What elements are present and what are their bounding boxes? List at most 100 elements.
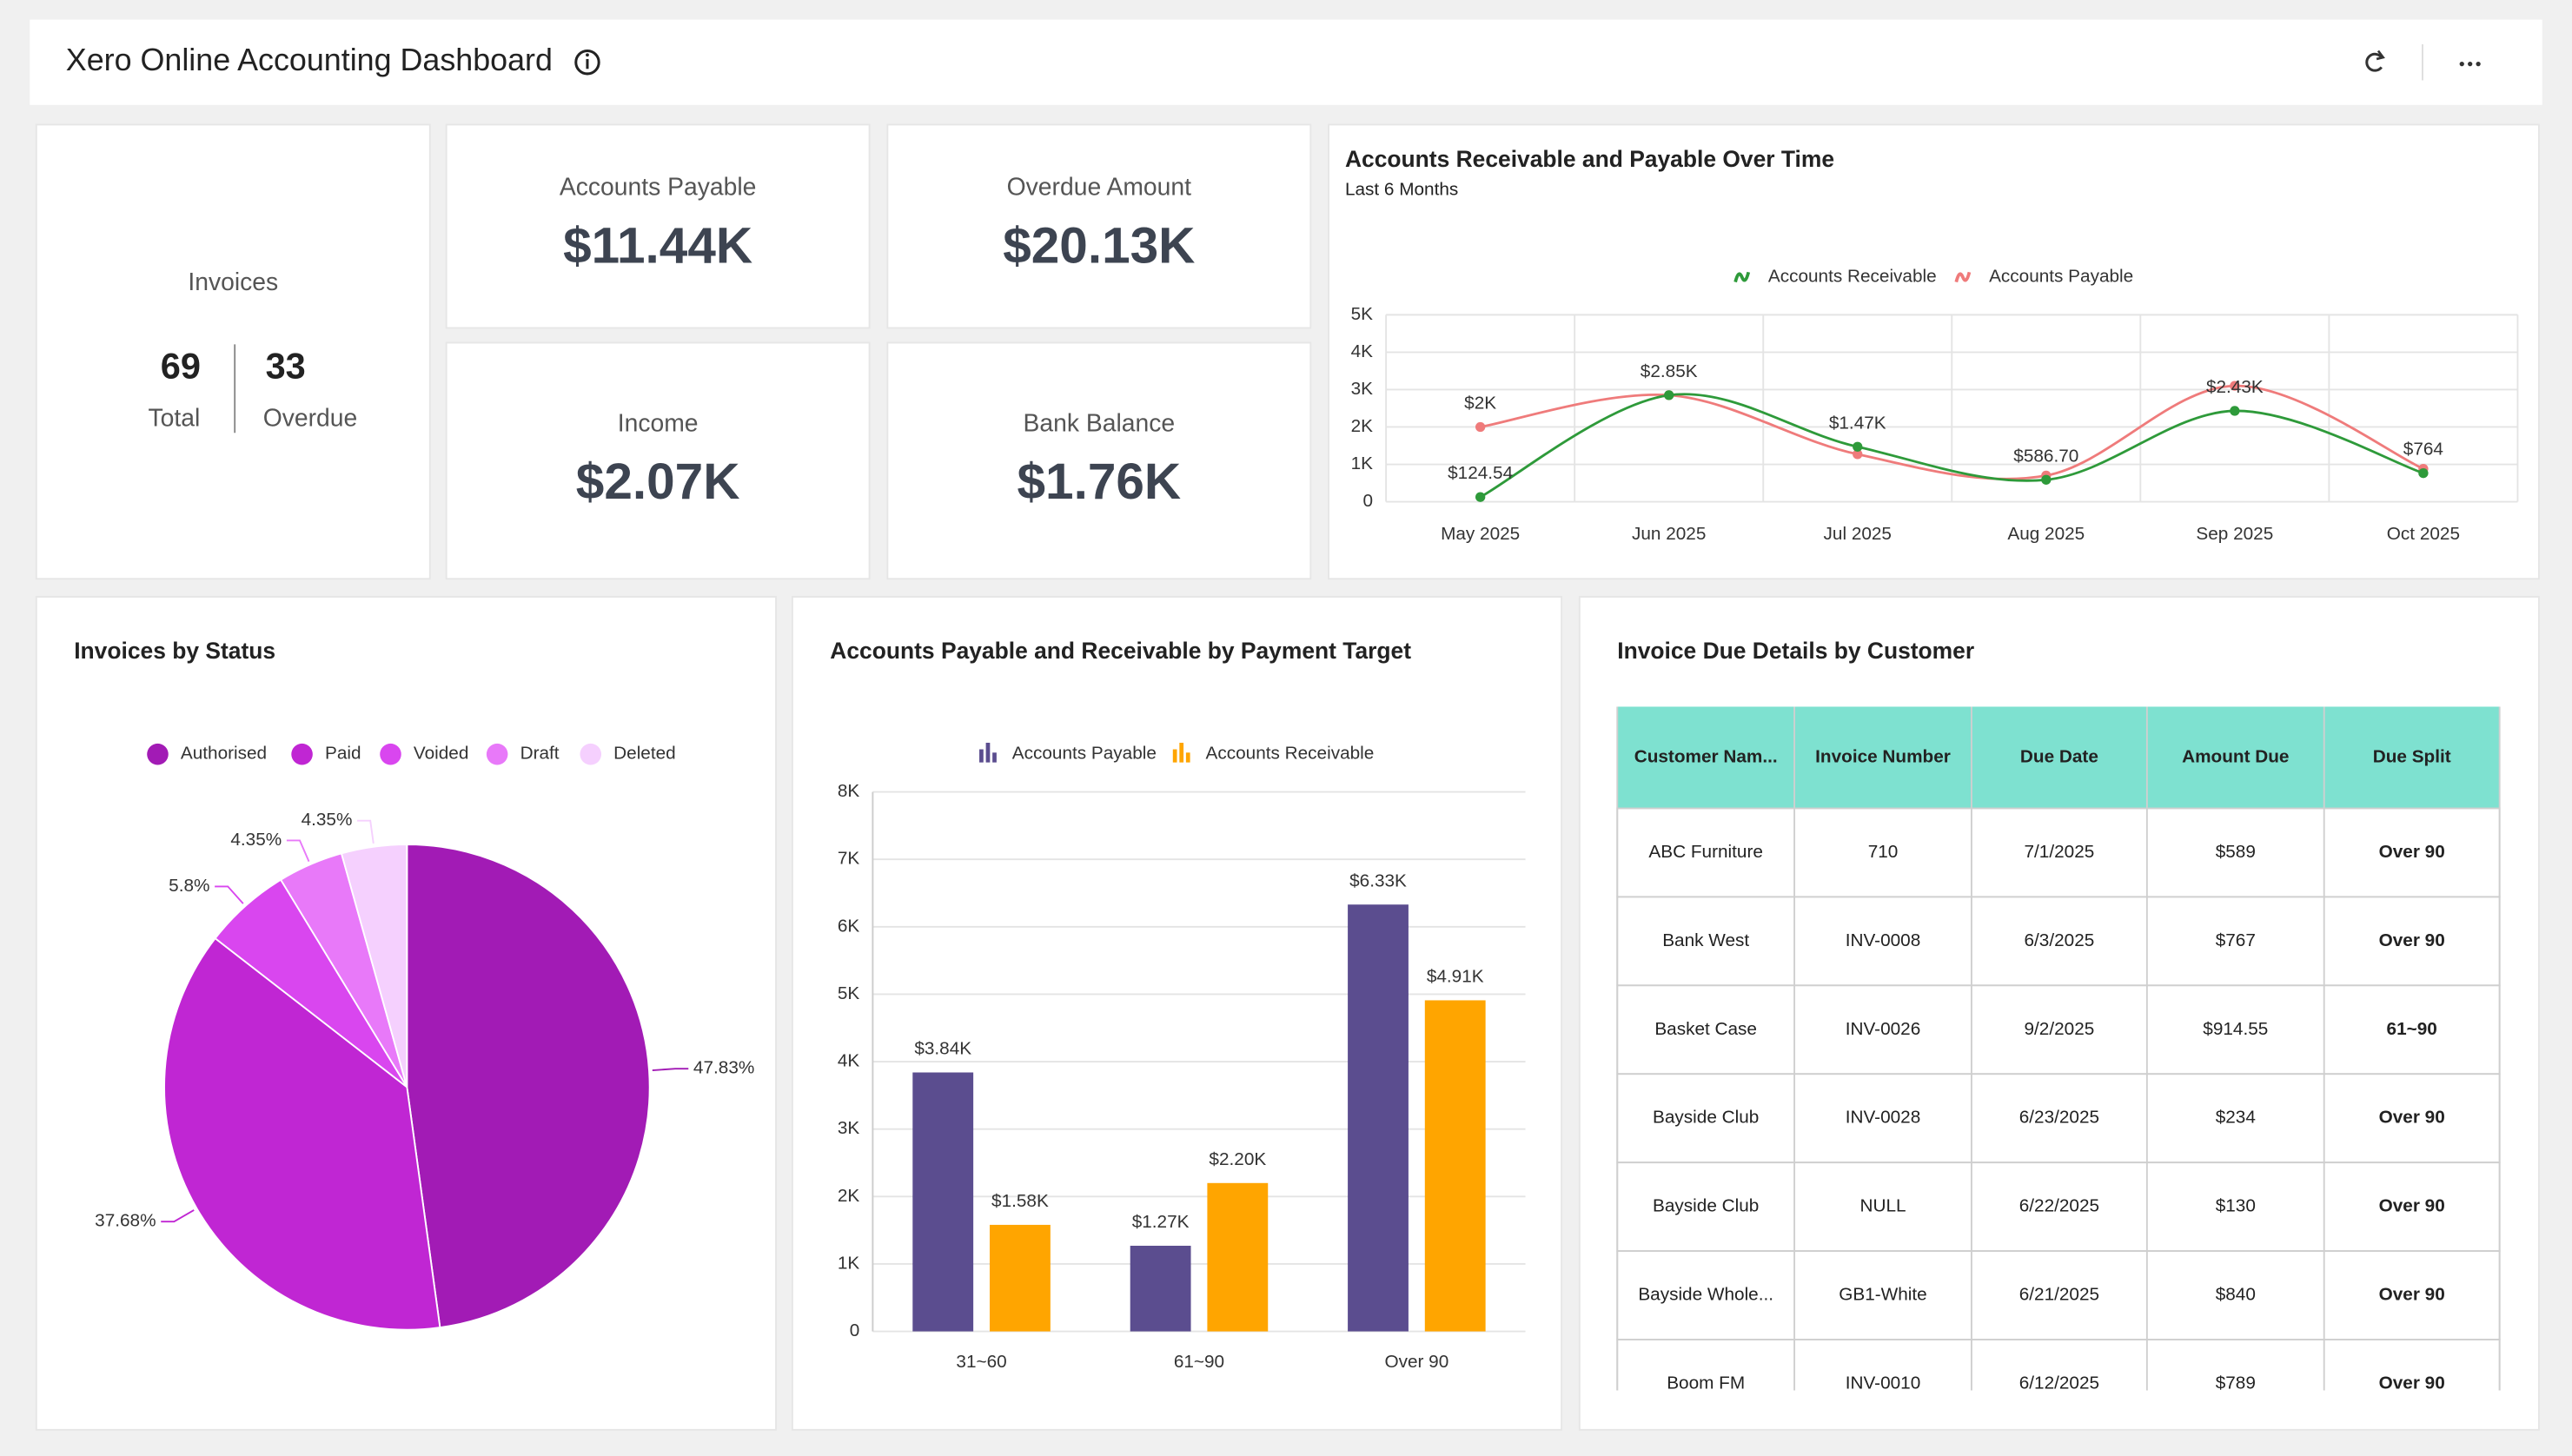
bar bbox=[990, 1224, 1051, 1332]
table-cell: ABC Furniture bbox=[1648, 842, 1762, 862]
kpi-card bbox=[445, 341, 871, 580]
refresh-button[interactable] bbox=[2365, 50, 2385, 72]
pie-slice bbox=[340, 844, 408, 1088]
legend-icon bbox=[580, 743, 602, 765]
table-cell: Over 90 bbox=[2379, 842, 2445, 862]
y-tick-label: 1K bbox=[838, 1253, 860, 1273]
legend-icon bbox=[985, 742, 991, 763]
kpi-label: Accounts Payable bbox=[560, 173, 757, 201]
data-label: 5.8% bbox=[169, 876, 209, 896]
column-header: Invoice Number bbox=[1815, 746, 1951, 766]
table-cell: INV-0028 bbox=[1846, 1108, 1921, 1128]
data-label: $764 bbox=[2403, 440, 2443, 460]
kpi-value: $1.76K bbox=[1018, 453, 1182, 510]
table-cell: $589 bbox=[2216, 842, 2256, 862]
table-cell: $914.55 bbox=[2203, 1019, 2268, 1039]
data-label: $1.27K bbox=[1132, 1212, 1190, 1232]
y-tick-label: 8K bbox=[838, 781, 860, 801]
legend-label: Draft bbox=[520, 744, 560, 764]
table-cell: 6/12/2025 bbox=[2019, 1373, 2099, 1393]
y-tick-label: 7K bbox=[838, 849, 860, 869]
kpi-label: Overdue Amount bbox=[1007, 173, 1191, 201]
x-tick-label: May 2025 bbox=[1441, 524, 1520, 544]
table-title: Invoice Due Details by Customer bbox=[1617, 638, 1974, 664]
data-label: 4.35% bbox=[302, 810, 353, 830]
table-cell: Bayside Club bbox=[1653, 1196, 1759, 1216]
leader-line bbox=[215, 885, 244, 904]
data-label: $1.47K bbox=[1829, 413, 1886, 433]
leader-line bbox=[357, 819, 375, 844]
line bbox=[1480, 384, 2424, 480]
legend-icon bbox=[979, 749, 984, 763]
invoices-card bbox=[35, 123, 431, 580]
table-row bbox=[1616, 984, 2501, 1075]
table-cell: NULL bbox=[1859, 1196, 1906, 1216]
more-button[interactable] bbox=[2459, 61, 2481, 67]
invoices-overdue: 33 bbox=[266, 346, 306, 387]
table-cell: $234 bbox=[2216, 1108, 2256, 1128]
table-cell: Over 90 bbox=[2379, 1373, 2445, 1393]
point bbox=[2230, 406, 2240, 416]
table-cell: 710 bbox=[1868, 842, 1899, 862]
pie-slice bbox=[406, 844, 651, 1329]
header-bar bbox=[30, 19, 2542, 105]
table-cell: 9/2/2025 bbox=[2025, 1019, 2095, 1039]
legend-label: Paid bbox=[325, 744, 361, 764]
line bbox=[1479, 393, 2424, 499]
legend-label: Accounts Payable bbox=[1989, 266, 2133, 286]
data-label: $1.58K bbox=[991, 1191, 1049, 1211]
chart-title: Accounts Receivable and Payable Over Tim… bbox=[1345, 146, 1834, 172]
x-tick-label: Sep 2025 bbox=[2196, 524, 2273, 544]
table-cell: 7/1/2025 bbox=[2025, 842, 2095, 862]
table-cell: INV-0010 bbox=[1846, 1373, 1921, 1393]
table-cell: 6/23/2025 bbox=[2019, 1108, 2099, 1128]
column-header: Due Split bbox=[2373, 746, 2451, 766]
x-tick-label: Jul 2025 bbox=[1824, 524, 1892, 544]
kpi-label: Bank Balance bbox=[1024, 408, 1176, 436]
dashboard-title: Xero Online Accounting Dashboard bbox=[66, 43, 553, 77]
x-tick-label: Oct 2025 bbox=[2387, 524, 2460, 544]
y-tick-label: 2K bbox=[1351, 416, 1374, 436]
data-label: 4.35% bbox=[230, 830, 282, 850]
x-tick-label: Jun 2025 bbox=[1632, 524, 1706, 544]
table: Customer Nam... Invoice Number Due Date Amo… bbox=[1616, 706, 2501, 1393]
table-cell: 6/3/2025 bbox=[2025, 930, 2095, 950]
legend-icon bbox=[1954, 271, 1972, 283]
legend-icon bbox=[1179, 742, 1184, 763]
legend-icon bbox=[486, 743, 508, 765]
bar bbox=[1348, 904, 1409, 1332]
y-tick-label: 5K bbox=[1351, 304, 1374, 324]
table-cell: Bayside Whole... bbox=[1638, 1285, 1773, 1305]
data-label: 47.83% bbox=[693, 1058, 754, 1078]
point bbox=[2041, 474, 2052, 485]
info-icon[interactable] bbox=[574, 49, 600, 76]
table-cell: 61~90 bbox=[2387, 1019, 2437, 1039]
leader-line bbox=[652, 1068, 689, 1071]
legend-icon bbox=[992, 752, 997, 763]
kpi-value: $2.07K bbox=[576, 453, 740, 510]
y-tick-label: 3K bbox=[838, 1118, 860, 1138]
table-cell: Over 90 bbox=[2379, 1108, 2445, 1128]
kpi-card bbox=[886, 123, 1312, 329]
chart-subtitle: Last 6 Months bbox=[1345, 179, 1458, 199]
table-cell: Over 90 bbox=[2379, 1196, 2445, 1216]
table-cell: Basket Case bbox=[1654, 1019, 1757, 1039]
kpi-card bbox=[445, 123, 871, 329]
kpi-value: $20.13K bbox=[1003, 217, 1195, 274]
bar bbox=[912, 1072, 974, 1332]
legend-icon bbox=[380, 743, 401, 765]
data-label: 37.68% bbox=[95, 1211, 156, 1231]
invoices-total: 69 bbox=[161, 346, 201, 387]
data-label: $3.84K bbox=[914, 1039, 971, 1059]
legend-icon bbox=[1172, 749, 1177, 763]
y-tick-label: 2K bbox=[838, 1186, 860, 1206]
y-tick-label: 5K bbox=[838, 983, 860, 1003]
data-label: $2.43K bbox=[2206, 377, 2264, 397]
point bbox=[2418, 468, 2429, 479]
data-label: $2.85K bbox=[1641, 361, 1698, 381]
kpi-label: Income bbox=[618, 408, 699, 436]
point bbox=[1664, 390, 1674, 400]
legend-icon bbox=[1733, 271, 1751, 283]
column-header: Customer Nam... bbox=[1634, 746, 1778, 766]
pie-slice bbox=[163, 936, 441, 1331]
